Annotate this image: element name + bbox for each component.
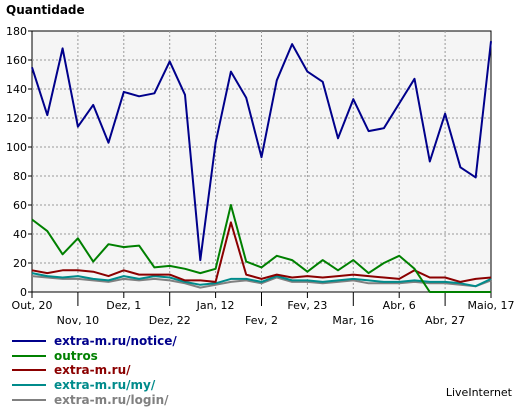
- x-axis: Out, 20 Nov, 10 Dez, 1 Dez, 22 Jan, 12 Fev, 2…: [12, 292, 515, 327]
- x-tick-label: Abr, 6: [383, 299, 416, 312]
- y-tick-label: 40: [13, 228, 27, 241]
- series-lines: [31, 41, 492, 293]
- x-tick-label: Jan, 12: [196, 299, 235, 312]
- x-tick-label: Abr, 27: [425, 314, 465, 327]
- legend-swatch: [12, 354, 46, 357]
- legend-swatch: [12, 384, 46, 387]
- legend-swatch: [12, 398, 46, 401]
- x-tick-label: Fev, 23: [287, 299, 327, 312]
- legend-item: extra-m.ru/notice/: [12, 334, 177, 349]
- y-tick-label: 100: [6, 141, 27, 154]
- y-axis: 0 20 40 60 80 100 120 140 160 180: [6, 25, 32, 299]
- grid-lines: [32, 31, 491, 292]
- brand-label: LiveInternet: [445, 386, 512, 399]
- legend-swatch: [12, 340, 46, 343]
- series-line-extra-m-ru-notice: [31, 41, 492, 262]
- series-line-extra-m-ru-login: [31, 275, 492, 289]
- x-tick-label: Nov, 10: [57, 314, 99, 327]
- legend-label: outros: [54, 348, 98, 363]
- y-tick-label: 140: [6, 83, 27, 96]
- line-chart: Quantidade 0 20 40 60 80 100 120 140 160 180 Out,…: [6, 3, 515, 327]
- x-tick-label: Fev, 2: [245, 314, 278, 327]
- legend-item: extra-m.ru/my/: [12, 378, 177, 393]
- y-tick-label: 180: [6, 25, 27, 38]
- series-line-extra-m-ru-my: [31, 272, 492, 288]
- legend-item: outros: [12, 349, 177, 364]
- y-tick-label: 60: [13, 199, 27, 212]
- legend-label: extra-m.ru/my/: [54, 378, 156, 393]
- legend-label: extra-m.ru/login/: [54, 392, 169, 407]
- legend-label: extra-m.ru/notice/: [54, 334, 177, 349]
- y-tick-label: 20: [13, 257, 27, 270]
- legend-swatch: [12, 369, 46, 372]
- y-tick-label: 120: [6, 112, 27, 125]
- legend: extra-m.ru/notice/outros extra-m.ru/extra…: [12, 334, 177, 407]
- x-tick-label: Dez, 22: [149, 314, 191, 327]
- y-tick-label: 0: [20, 286, 27, 299]
- series-line-outros: [31, 204, 491, 293]
- legend-label: extra-m.ru/: [54, 363, 131, 378]
- y-tick-label: 160: [6, 54, 27, 67]
- x-tick-label: Out, 20: [12, 299, 53, 312]
- y-tick-label: 80: [13, 170, 27, 183]
- x-tick-label: Mar, 16: [332, 314, 374, 327]
- legend-item: extra-m.ru/login/: [12, 392, 177, 407]
- legend-item: extra-m.ru/: [12, 363, 177, 378]
- y-axis-label: Quantidade: [6, 3, 85, 17]
- x-tick-label: Dez, 1: [106, 299, 141, 312]
- x-tick-label: Maio, 17: [467, 299, 514, 312]
